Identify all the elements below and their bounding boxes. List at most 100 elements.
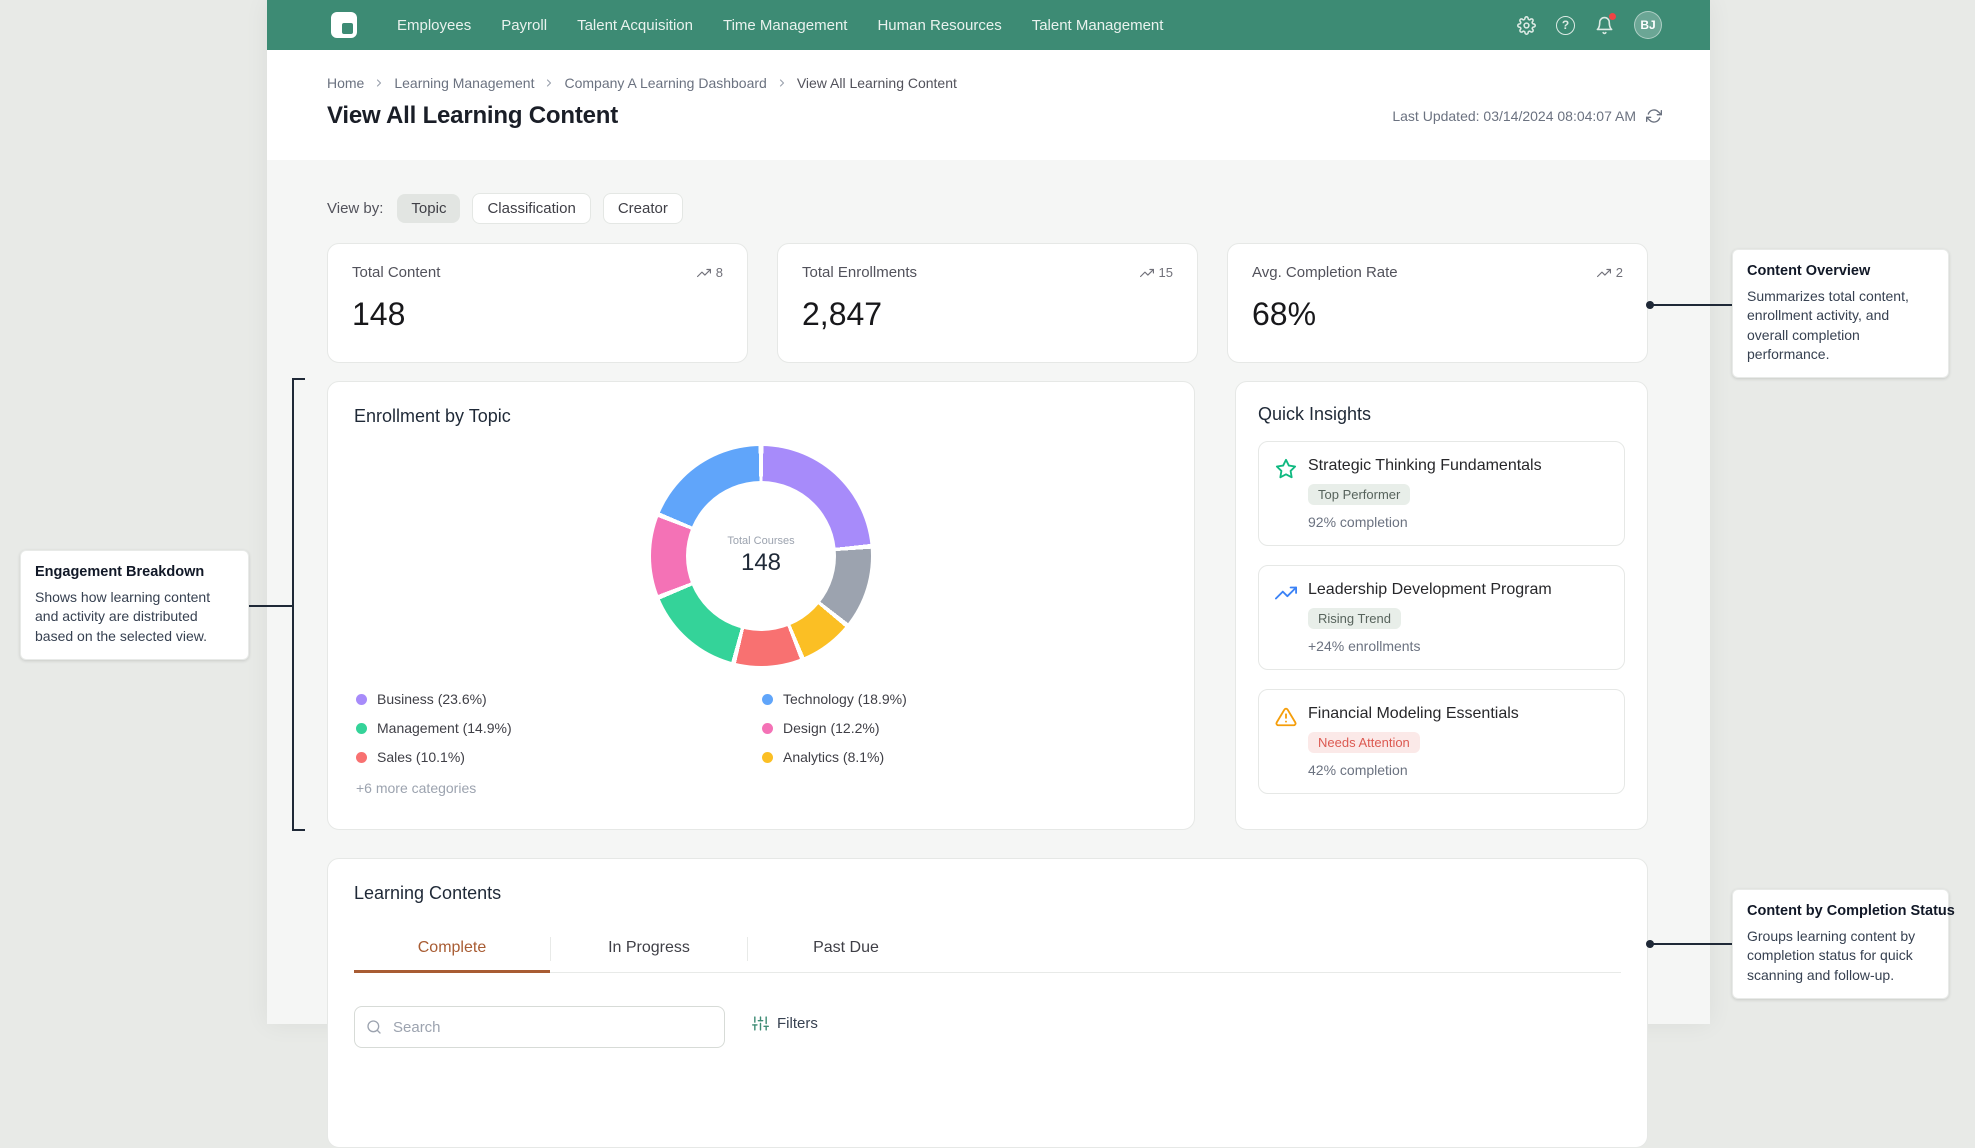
breadcrumb-learning-management[interactable]: Learning Management bbox=[394, 75, 535, 91]
last-updated-text: Last Updated: 03/14/2024 08:04:07 AM bbox=[1392, 108, 1636, 124]
connector-line bbox=[1653, 943, 1732, 945]
legend-item: Analytics (8.1%) bbox=[762, 749, 1168, 765]
star-icon bbox=[1275, 458, 1297, 479]
legend-item: Business (23.6%) bbox=[356, 691, 762, 707]
stat-label: Total Enrollments bbox=[802, 264, 918, 281]
view-by-row: View by: Topic Classification Creator bbox=[327, 193, 1648, 224]
help-icon[interactable]: ? bbox=[1556, 15, 1575, 35]
tab-past-due[interactable]: Past Due bbox=[813, 939, 879, 956]
stat-label: Avg. Completion Rate bbox=[1252, 264, 1398, 281]
breadcrumb: Home Learning Management Company A Learn… bbox=[327, 75, 1662, 91]
stat-card-total-content: Total Content 8 148 bbox=[327, 243, 748, 363]
annotation-title: Content by Completion Status bbox=[1747, 903, 1955, 919]
nav-item-time-management[interactable]: Time Management bbox=[722, 16, 848, 34]
breadcrumb-dashboard[interactable]: Company A Learning Dashboard bbox=[564, 75, 767, 91]
insight-item-rising-trend[interactable]: Leadership Development Program Rising Tr… bbox=[1258, 565, 1625, 670]
learning-contents-panel: Learning Contents Complete In Progress P… bbox=[327, 858, 1648, 1148]
main-nav: Employees Payroll Talent Acquisition Tim… bbox=[397, 17, 1163, 34]
chevron-right-icon bbox=[547, 79, 552, 87]
annotation-engagement-breakdown: Engagement Breakdown Shows how learning … bbox=[20, 550, 249, 660]
donut-center-label: Total Courses bbox=[727, 535, 795, 547]
trending-up-icon bbox=[696, 268, 711, 277]
trending-up-icon bbox=[1139, 268, 1154, 277]
connector-bracket-end bbox=[292, 378, 305, 380]
nav-item-talent-acquisition[interactable]: Talent Acquisition bbox=[577, 16, 693, 34]
nav-item-human-resources[interactable]: Human Resources bbox=[877, 16, 1002, 34]
navbar-actions: ? BJ bbox=[1517, 11, 1662, 39]
stat-label: Total Content bbox=[352, 264, 441, 281]
enrollment-donut-chart: Total Courses 148 bbox=[651, 446, 871, 666]
tab-complete[interactable]: Complete bbox=[354, 926, 550, 973]
tab-divider bbox=[550, 937, 551, 961]
notification-dot bbox=[1609, 12, 1616, 20]
stat-value: 2,847 bbox=[802, 296, 883, 332]
chevron-right-icon bbox=[779, 79, 784, 87]
stats-grid: Total Content 8 148 Total Enrollments 15 bbox=[327, 243, 1648, 363]
stat-card-avg-completion-rate: Avg. Completion Rate 2 68% bbox=[1227, 243, 1648, 363]
annotation-body: Shows how learning content and activity … bbox=[35, 589, 211, 644]
legend-dot bbox=[762, 722, 773, 734]
nav-item-talent-management[interactable]: Talent Management bbox=[1031, 16, 1164, 34]
donut-legend: Business (23.6%) Technology (18.9%) Mana… bbox=[354, 691, 1168, 765]
legend-dot bbox=[762, 751, 773, 763]
stat-value: 68% bbox=[1252, 296, 1317, 332]
stat-card-total-enrollments: Total Enrollments 15 2,847 bbox=[777, 243, 1198, 363]
more-categories-note[interactable]: +6 more categories bbox=[356, 780, 477, 796]
annotation-body: Groups learning content by completion st… bbox=[1747, 928, 1916, 983]
breadcrumb-current: View All Learning Content bbox=[796, 75, 957, 91]
insight-title: Leadership Development Program bbox=[1308, 581, 1552, 598]
refresh-icon[interactable] bbox=[1646, 108, 1662, 124]
nav-item-employees[interactable]: Employees bbox=[397, 16, 472, 34]
top-navbar: Employees Payroll Talent Acquisition Tim… bbox=[267, 0, 1710, 50]
gear-icon[interactable] bbox=[1517, 15, 1536, 35]
panel-title: Enrollment by Topic bbox=[354, 406, 511, 426]
enrollment-by-topic-panel: Enrollment by Topic Total Courses 148 Bu… bbox=[327, 381, 1195, 830]
panel-title: Quick Insights bbox=[1258, 404, 1372, 424]
connector-bracket-end bbox=[292, 829, 305, 831]
tab-in-progress[interactable]: In Progress bbox=[608, 939, 690, 956]
page-header: Home Learning Management Company A Learn… bbox=[267, 50, 1710, 160]
insight-item-top-performer[interactable]: Strategic Thinking Fundamentals Top Perf… bbox=[1258, 441, 1625, 546]
legend-dot bbox=[356, 722, 367, 734]
list-toolbar: Filters bbox=[354, 1006, 1621, 1048]
warning-icon bbox=[1275, 707, 1297, 727]
connector-dot bbox=[1646, 301, 1654, 309]
insight-badge: Rising Trend bbox=[1308, 608, 1401, 629]
legend-item: Technology (18.9%) bbox=[762, 691, 1168, 707]
search-icon bbox=[367, 1020, 381, 1034]
connector-line bbox=[249, 605, 293, 607]
tab-divider bbox=[747, 937, 748, 961]
bell-icon[interactable] bbox=[1595, 12, 1616, 35]
annotation-content-overview: Content Overview Summarizes total conten… bbox=[1732, 249, 1949, 379]
stat-trend: 2 bbox=[1596, 265, 1623, 280]
view-by-creator-button[interactable]: Creator bbox=[602, 193, 683, 224]
annotation-content-by-completion-status: Content by Completion Status Groups lear… bbox=[1732, 889, 1955, 999]
legend-dot bbox=[762, 693, 773, 705]
view-by-classification-button[interactable]: Classification bbox=[472, 193, 591, 224]
legend-item: Management (14.9%) bbox=[356, 720, 762, 736]
enrollment-donut bbox=[651, 446, 871, 666]
last-updated: Last Updated: 03/14/2024 08:04:07 AM bbox=[1392, 108, 1662, 124]
app-logo[interactable] bbox=[331, 12, 357, 38]
annotation-title: Engagement Breakdown bbox=[35, 564, 205, 580]
avatar[interactable]: BJ bbox=[1634, 11, 1662, 39]
chevron-right-icon bbox=[377, 79, 382, 87]
breadcrumb-home[interactable]: Home bbox=[327, 75, 365, 91]
insight-badge: Needs Attention bbox=[1308, 732, 1420, 753]
donut-center-value: 148 bbox=[740, 549, 782, 576]
stat-trend: 8 bbox=[696, 265, 723, 280]
insight-item-needs-attention[interactable]: Financial Modeling Essentials Needs Atte… bbox=[1258, 689, 1625, 794]
view-by-topic-button[interactable]: Topic bbox=[397, 194, 461, 223]
legend-item: Design (12.2%) bbox=[762, 720, 1168, 736]
legend-item: Sales (10.1%) bbox=[356, 749, 762, 765]
insight-title: Strategic Thinking Fundamentals bbox=[1308, 457, 1542, 474]
connector-dot bbox=[1646, 940, 1654, 948]
app-window: Employees Payroll Talent Acquisition Tim… bbox=[267, 0, 1710, 1148]
insight-metric: +24% enrollments bbox=[1308, 638, 1421, 654]
nav-item-payroll[interactable]: Payroll bbox=[501, 16, 548, 34]
search-input[interactable] bbox=[354, 1006, 725, 1048]
panel-title: Learning Contents bbox=[354, 883, 502, 903]
legend-dot bbox=[356, 751, 367, 763]
search-box bbox=[354, 1006, 725, 1048]
insight-metric: 92% completion bbox=[1308, 514, 1408, 530]
